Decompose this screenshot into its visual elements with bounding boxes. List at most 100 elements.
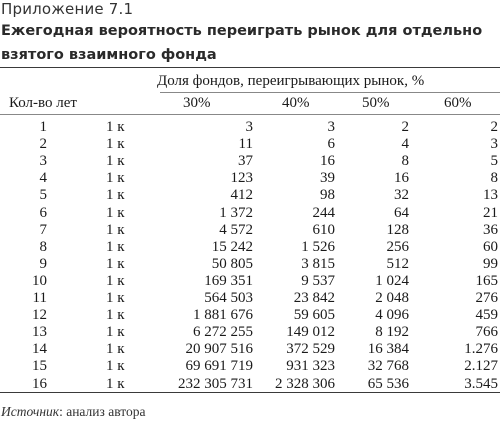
value-cell-40: 149 012	[286, 324, 335, 341]
value-cell-50: 65 536	[367, 375, 409, 392]
value-cell-60: 60	[483, 238, 498, 255]
value-cell-30: 37	[238, 153, 253, 170]
value-cell-30: 123	[230, 170, 254, 187]
table-bottom-rule	[0, 392, 500, 393]
value-cell-50: 2 048	[375, 290, 409, 306]
value-cell-60: 766	[475, 324, 499, 341]
table-row: 5 1 к 412 98 32 13	[0, 187, 500, 203]
table-row: 16 1 к 232 305 731 2 328 306 65 536 3.545	[0, 376, 500, 392]
value-cell-40: 39	[320, 170, 335, 187]
value-cell-40: 23 842	[293, 290, 335, 306]
value-cell-60: 2.127	[464, 358, 498, 375]
odds-unit-cell: 1 к	[106, 307, 125, 324]
column-header-60: 60%	[444, 95, 472, 111]
odds-unit-cell: 1 к	[106, 187, 125, 204]
value-cell-50: 8 192	[375, 324, 409, 341]
table-row: 13 1 к 6 272 255 149 012 8 192 766	[0, 324, 500, 340]
value-cell-30: 412	[230, 187, 254, 204]
value-cell-50: 4 096	[375, 307, 409, 324]
odds-unit-cell: 1 к	[106, 238, 125, 255]
table-row: 7 1 к 4 572 610 128 36	[0, 222, 500, 238]
table-row: 14 1 к 20 907 516 372 529 16 384 1.276	[0, 341, 500, 357]
value-cell-60: 3.545	[464, 375, 498, 392]
source-label: Источник	[1, 404, 60, 419]
value-cell-40: 2 328 306	[275, 375, 335, 392]
value-cell-30: 232 305 731	[178, 375, 253, 392]
table-row: 4 1 к 123 39 16 8	[0, 170, 500, 186]
table-row: 6 1 к 1 372 244 64 21	[0, 205, 500, 221]
odds-unit-cell: 1 к	[106, 324, 125, 341]
value-cell-50: 16 384	[367, 341, 409, 358]
odds-unit-cell: 1 к	[106, 358, 125, 375]
value-cell-50: 4	[401, 136, 410, 153]
value-cell-50: 32 768	[367, 358, 409, 375]
source-note: Источник: анализ автора	[1, 404, 145, 420]
source-text: : анализ автора	[59, 404, 146, 419]
value-cell-60: 99	[483, 255, 498, 272]
value-cell-60: 8	[490, 170, 499, 187]
value-cell-30: 3	[245, 119, 254, 135]
table-top-rule	[0, 67, 500, 68]
value-cell-50: 512	[386, 255, 410, 272]
value-cell-40: 3 815	[301, 255, 335, 272]
odds-unit-cell: 1 к	[106, 341, 125, 358]
value-cell-50: 16	[394, 170, 409, 187]
table-row: 12 1 к 1 881 676 59 605 4 096 459	[0, 307, 500, 323]
years-cell: 3	[39, 153, 48, 170]
value-cell-40: 610	[312, 221, 336, 238]
odds-unit-cell: 1 к	[106, 119, 125, 135]
years-cell: 5	[39, 187, 48, 204]
value-cell-40: 244	[312, 204, 336, 221]
column-group-rule	[160, 92, 500, 93]
value-cell-30: 11	[238, 136, 253, 153]
value-cell-60: 3	[490, 136, 499, 153]
years-cell: 7	[39, 221, 48, 238]
value-cell-30: 6 272 255	[193, 324, 253, 341]
table-row: 10 1 к 169 351 9 537 1 024 165	[0, 273, 500, 289]
value-cell-40: 3	[327, 119, 336, 135]
value-cell-40: 6	[327, 136, 336, 153]
years-cell: 14	[32, 341, 47, 358]
value-cell-40: 98	[320, 187, 335, 204]
value-cell-60: 165	[475, 272, 499, 289]
odds-unit-cell: 1 к	[106, 204, 125, 221]
odds-unit-cell: 1 к	[106, 255, 125, 272]
value-cell-60: 36	[483, 221, 498, 238]
value-cell-30: 169 351	[204, 272, 253, 289]
value-cell-30: 564 503	[204, 290, 253, 306]
value-cell-50: 2	[401, 119, 410, 135]
value-cell-30: 20 907 516	[185, 341, 254, 358]
value-cell-50: 1 024	[375, 272, 409, 289]
column-header-40: 40%	[282, 95, 310, 111]
appendix-label: Приложение 7.1	[1, 0, 134, 18]
value-cell-30: 69 691 719	[185, 358, 254, 375]
value-cell-40: 372 529	[286, 341, 335, 358]
table-row: 9 1 к 50 805 3 815 512 99	[0, 256, 500, 272]
table-row: 3 1 к 37 16 8 5	[0, 153, 500, 169]
value-cell-30: 15 242	[211, 238, 253, 255]
odds-unit-cell: 1 к	[106, 221, 125, 238]
years-cell: 9	[39, 255, 48, 272]
value-cell-60: 13	[483, 187, 498, 204]
years-cell: 16	[32, 375, 47, 392]
value-cell-60: 2	[490, 119, 499, 135]
value-cell-50: 256	[386, 238, 410, 255]
years-cell: 2	[39, 136, 48, 153]
odds-unit-cell: 1 к	[106, 375, 125, 392]
years-cell: 11	[32, 290, 47, 306]
value-cell-50: 128	[386, 221, 410, 238]
value-cell-30: 4 572	[219, 221, 253, 238]
value-cell-40: 931 323	[286, 358, 335, 375]
years-cell: 12	[32, 307, 47, 324]
value-cell-60: 459	[475, 307, 499, 324]
column-group-header: Доля фондов, переигрывающих рынок, %	[157, 73, 425, 89]
value-cell-60: 5	[490, 153, 499, 170]
odds-unit-cell: 1 к	[106, 136, 125, 153]
table-row: 2 1 к 11 6 4 3	[0, 136, 500, 152]
row-header: Кол-во лет	[9, 95, 77, 111]
column-header-50: 50%	[362, 95, 390, 111]
table-row: 11 1 к 564 503 23 842 2 048 276	[0, 290, 500, 306]
value-cell-30: 1 372	[219, 204, 253, 221]
value-cell-50: 32	[394, 187, 409, 204]
years-cell: 4	[39, 170, 48, 187]
